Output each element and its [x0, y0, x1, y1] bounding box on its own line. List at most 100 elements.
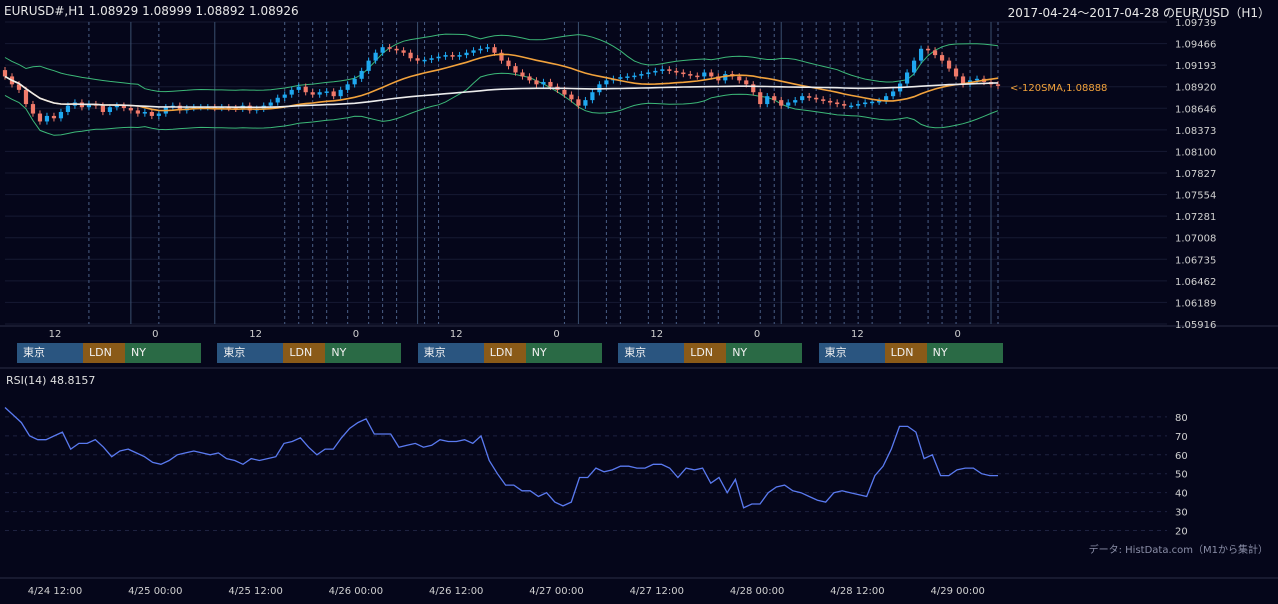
candle-body: [583, 100, 588, 106]
candle-body: [751, 84, 756, 93]
candle-body: [478, 48, 483, 51]
time-axis: 4/24 12:00 4/25 00:00 4/25 12:00 4/26 00:00…: [28, 586, 985, 597]
rsi-tick-label: 70: [1175, 432, 1188, 443]
candle-body: [737, 76, 742, 81]
hour-tick-label: 12: [49, 329, 62, 340]
candle-body: [492, 47, 497, 53]
candle-body: [695, 75, 700, 78]
candle-body: [37, 113, 43, 122]
candle-body: [793, 100, 798, 103]
rsi-tick-label: 50: [1175, 470, 1188, 481]
candle-body: [345, 84, 350, 90]
candle-body: [884, 96, 889, 101]
candle-body: [212, 107, 217, 109]
candle-body: [548, 81, 553, 87]
hour-tick-label: 12: [851, 329, 864, 340]
hour-tick-label: 12: [450, 329, 463, 340]
candle-body: [317, 92, 322, 95]
candle-body: [247, 105, 252, 111]
candle-body: [667, 69, 672, 71]
candle-body: [744, 80, 749, 85]
candle-body: [380, 47, 385, 53]
candles: [2, 44, 1001, 125]
time-tick-label: 4/29 00:00: [930, 586, 984, 597]
session-tokyo: 東京: [217, 343, 284, 363]
candle-body: [394, 48, 399, 51]
rsi-tick-label: 60: [1175, 451, 1188, 462]
candle-body: [464, 52, 469, 56]
session-london: LDN: [83, 343, 125, 363]
candle-body: [807, 96, 812, 98]
candle-body: [51, 115, 57, 119]
price-tick-label: 1.09466: [1175, 40, 1216, 51]
candle-body: [562, 89, 567, 95]
candle-body: [576, 99, 581, 106]
bollinger-lower: [4, 72, 999, 136]
candle-body: [520, 72, 525, 77]
candle-body: [499, 52, 504, 61]
candle-body: [352, 78, 357, 85]
candle-body: [289, 89, 294, 95]
candle-body: [275, 97, 280, 103]
session-tokyo: 東京: [417, 343, 484, 363]
candle-body: [891, 91, 896, 97]
candle-body: [842, 104, 847, 106]
candle-body: [821, 99, 826, 101]
hour-tick-label: 12: [650, 329, 663, 340]
candle-body: [408, 52, 413, 59]
candle-body: [660, 69, 665, 71]
rsi-panel: 80 70 60 50 40 30 20: [4, 407, 1188, 538]
candle-body: [939, 55, 945, 61]
price-axis: 1.09739 1.09466 1.09193 1.08920 1.08646 1.083…: [1175, 18, 1216, 331]
price-tick-label: 1.06189: [1175, 298, 1216, 309]
candle-body: [828, 100, 833, 103]
candle-body: [716, 76, 721, 81]
candle-body: [779, 100, 784, 106]
symbol-info: EURUSD#,H1 1.08929 1.08999 1.08892 1.089…: [4, 4, 299, 18]
sma20-line: [4, 53, 999, 112]
candle-body: [310, 92, 315, 95]
rsi-tick-label: 40: [1175, 489, 1188, 500]
bollinger-bands: [4, 33, 999, 136]
candle-body: [142, 111, 147, 114]
session-london: LDN: [483, 343, 526, 363]
candle-body: [625, 76, 630, 78]
candle-body: [632, 75, 637, 78]
price-tick-label: 1.07281: [1175, 212, 1216, 223]
candle-body: [932, 50, 938, 56]
candle-body: [177, 105, 182, 111]
candle-body: [373, 52, 378, 61]
candle-body: [296, 86, 301, 90]
session-tokyo: 東京: [17, 343, 83, 363]
candle-body: [128, 108, 133, 111]
price-tick-label: 1.06462: [1175, 277, 1216, 288]
candle-body: [925, 48, 931, 51]
grid-layer: [0, 21, 1278, 579]
candle-body: [639, 74, 644, 76]
candle-body: [16, 84, 22, 90]
candle-body: [359, 70, 364, 79]
hour-tick-label: 0: [955, 329, 961, 340]
data-credit: データ: HistData.com（M1から集計）: [1088, 545, 1268, 556]
time-tick-label: 4/25 12:00: [228, 586, 282, 597]
sma120-line: [4, 75, 999, 109]
time-tick-label: 4/24 12:00: [28, 586, 82, 597]
candle-body: [23, 89, 29, 105]
candle-body: [513, 66, 518, 73]
session-ny: NY: [125, 343, 201, 363]
price-tick-label: 1.09739: [1175, 18, 1216, 29]
candle-body: [590, 92, 595, 101]
candle-body: [44, 115, 50, 122]
candle-body: [58, 111, 64, 119]
candle-body: [946, 60, 952, 69]
price-tick-label: 1.07827: [1175, 169, 1216, 180]
candle-body: [121, 105, 126, 109]
range-title: 2017-04-24～2017-04-28 のEUR/USD（H1）: [1007, 6, 1270, 20]
time-tick-label: 4/27 12:00: [630, 586, 684, 597]
candle-body: [457, 55, 462, 57]
time-tick-label: 4/26 00:00: [329, 586, 383, 597]
candle-body: [471, 50, 476, 53]
price-tick-label: 1.05916: [1175, 320, 1216, 331]
price-tick-label: 1.09193: [1175, 61, 1216, 72]
